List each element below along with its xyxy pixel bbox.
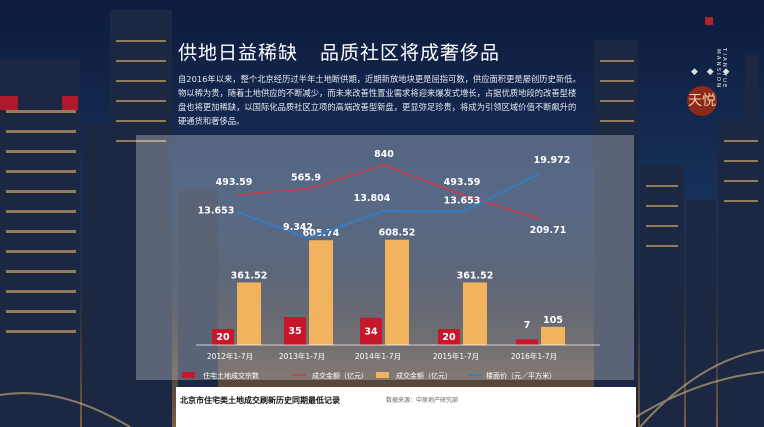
floor-price-line-label: 13.804 [354, 193, 391, 204]
deal-count-bar-label: 20 [442, 332, 456, 343]
headline: 供地日益稀缺 品质社区将成奢侈品 [178, 38, 500, 65]
brand-seal-mark [705, 17, 713, 25]
x-axis-tick-label: 2012年1-7月 [207, 351, 253, 361]
x-axis-tick-label: 2016年1-7月 [511, 351, 557, 361]
deal-amount-line-label: 565.9 [291, 173, 321, 184]
legend-label-deal-amount-bar: 成交金额（亿元） [396, 371, 452, 380]
deal-count-bar [516, 339, 538, 345]
intro-paragraph: 自2016年以来，整个北京经历过半年土地断供期，近期新放地块更是屈指可数，供应面… [178, 74, 581, 126]
chart-source: 数据来源：中原地产研究部 [386, 397, 459, 404]
deal-amount-bar [463, 282, 487, 345]
brand-logo: 天悦 [687, 86, 717, 116]
deal-amount-line-label: 840 [374, 149, 394, 160]
deal-amount-line [235, 164, 541, 220]
deal-amount-bar [541, 326, 565, 345]
x-axis-tick-label: 2013年1-7月 [279, 351, 325, 361]
deal-amount-bar [385, 239, 409, 345]
legend-label-deal-amount-line: 成交金额（亿元） [312, 371, 368, 380]
deal-count-bar-label: 34 [364, 326, 378, 337]
deal-count-bar [284, 317, 306, 345]
headline-part-2: 品质社区将成奢侈品 [320, 42, 501, 64]
headline-part-1: 供地日益稀缺 [178, 42, 299, 64]
legend-label-floor-price: 楼面价（元／平方米） [486, 371, 556, 380]
legend-swatch-deal-amount-bar [376, 372, 389, 378]
deal-amount-line-label: 493.59 [444, 177, 481, 188]
footer-bar [176, 387, 636, 427]
deal-count-bar [212, 329, 234, 345]
legend-label-deal-count: 住宅土地成交宗数 [203, 371, 259, 380]
x-axis-tick-label: 2014年1-7月 [355, 351, 401, 361]
deal-count-bar [438, 329, 460, 345]
deal-amount-bar-label: 361.52 [457, 270, 494, 281]
chart-footer-title: 北京市住宅类土地成交刷新历史同期最低记录 [180, 396, 340, 405]
floor-price-line-label: 9.342 [283, 222, 313, 233]
deal-count-bar-label: 35 [288, 326, 301, 337]
deal-count-bar-label: 7 [524, 320, 531, 331]
brand-english-name: TIAN YUE MANSION [715, 48, 727, 90]
deal-amount-bar-label: 608.52 [379, 228, 416, 239]
legend-swatch-deal-count [182, 372, 195, 378]
deal-amount-bar-label: 361.52 [231, 270, 268, 281]
deal-amount-bar-label: 105 [543, 315, 563, 326]
brand-dots: ◆ ◆ ◆ [691, 67, 733, 77]
floor-price-line [235, 172, 541, 239]
deal-amount-bar [237, 282, 261, 345]
deal-count-bar-label: 20 [216, 332, 230, 343]
x-axis-tick-label: 2015年1-7月 [433, 351, 479, 361]
deal-count-bar [360, 317, 382, 345]
floor-price-line-label: 13.653 [444, 196, 481, 207]
deal-amount-line-label: 209.71 [530, 225, 567, 236]
floor-price-line-label: 13.653 [198, 206, 235, 217]
deal-amount-bar [309, 240, 333, 345]
floor-price-line-label: 19.972 [534, 155, 571, 166]
deal-amount-line-label: 493.59 [216, 177, 253, 188]
